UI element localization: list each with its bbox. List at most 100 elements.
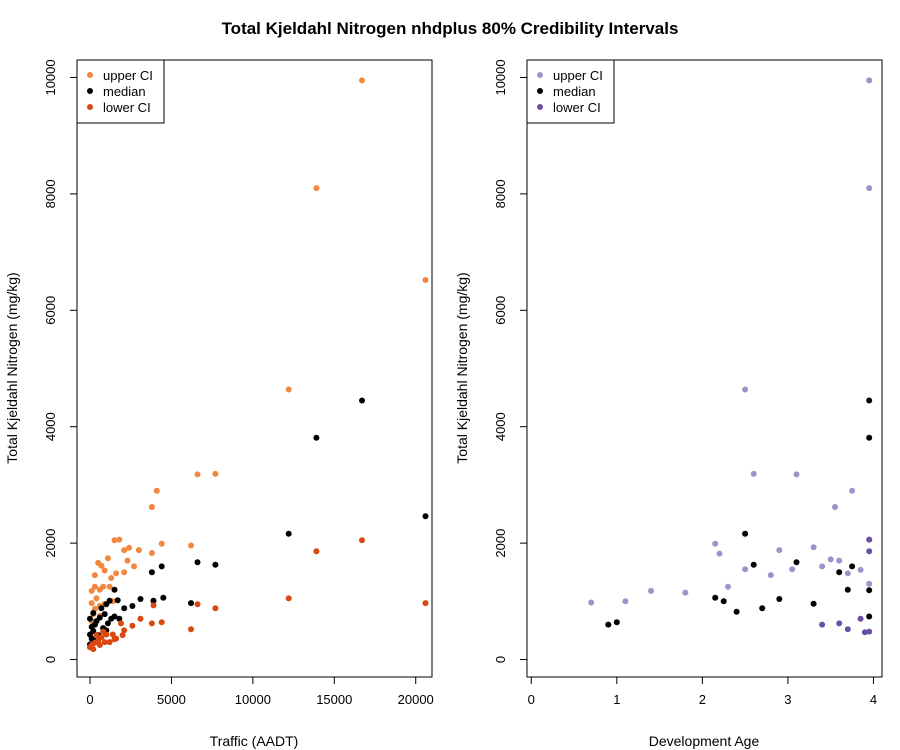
y-ticks: 0 2000 4000 6000 8000 10000 bbox=[43, 59, 77, 663]
point-upper-ci bbox=[104, 555, 111, 562]
point-lower-ci bbox=[129, 622, 136, 629]
legend-marker-median bbox=[537, 88, 543, 94]
x-tick-label: 5000 bbox=[157, 692, 186, 707]
point-median bbox=[866, 434, 873, 441]
legend-marker-upper bbox=[537, 72, 543, 78]
point-upper-ci bbox=[742, 386, 749, 393]
point-upper-ci bbox=[101, 567, 108, 574]
point-median bbox=[866, 587, 873, 594]
point-median bbox=[836, 569, 843, 576]
point-lower-ci bbox=[212, 605, 219, 612]
point-upper-ci bbox=[725, 583, 731, 590]
point-upper-ci bbox=[767, 572, 774, 579]
x-tick-label: 2 bbox=[699, 692, 706, 707]
y-ticks: 0 2000 4000 6000 8000 10000 bbox=[493, 59, 527, 663]
point-lower-ci bbox=[188, 626, 194, 633]
point-lower-ci bbox=[819, 621, 826, 628]
point-lower-ci bbox=[118, 620, 124, 627]
point-layer bbox=[588, 77, 873, 636]
point-upper-ci bbox=[113, 570, 120, 577]
right-panel: 0 1 2 3 4 0 2000 4000 6000 8000 10000 Development… bbox=[454, 59, 883, 749]
point-upper-ci bbox=[93, 595, 100, 602]
x-ticks: 0 5000 10000 15000 20000 bbox=[86, 677, 434, 707]
point-upper-ci bbox=[212, 470, 219, 477]
plot-frame bbox=[76, 59, 433, 678]
point-median bbox=[285, 530, 292, 537]
y-tick-label: 6000 bbox=[493, 296, 508, 325]
point-upper-ci bbox=[866, 580, 873, 587]
point-upper-ci bbox=[188, 542, 194, 549]
point-upper-ci bbox=[819, 563, 826, 570]
point-median bbox=[98, 605, 105, 612]
legend-label-median: median bbox=[553, 84, 596, 99]
point-lower-ci bbox=[137, 615, 144, 622]
y-tick-label: 0 bbox=[493, 656, 508, 663]
legend-label-upper: upper CI bbox=[103, 68, 153, 83]
point-median bbox=[793, 559, 800, 566]
point-upper-ci bbox=[648, 587, 654, 594]
x-tick-label: 20000 bbox=[398, 692, 434, 707]
point-lower-ci bbox=[359, 537, 365, 544]
point-upper-ci bbox=[88, 587, 95, 594]
y-tick-label: 2000 bbox=[493, 529, 508, 558]
point-median bbox=[87, 615, 93, 622]
point-lower-ci bbox=[100, 628, 107, 635]
point-upper-ci bbox=[158, 540, 165, 547]
point-lower-ci bbox=[158, 619, 165, 626]
point-lower-ci bbox=[866, 536, 873, 543]
point-lower-ci bbox=[313, 548, 320, 555]
point-upper-ci bbox=[108, 575, 115, 581]
point-upper-ci bbox=[849, 487, 856, 494]
point-upper-ci bbox=[91, 572, 98, 579]
point-median bbox=[759, 605, 766, 612]
point-upper-ci bbox=[789, 566, 796, 573]
point-lower-ci bbox=[194, 601, 201, 608]
point-upper-ci bbox=[88, 600, 95, 607]
point-upper-ci bbox=[827, 556, 834, 563]
point-upper-ci bbox=[832, 504, 838, 510]
point-median bbox=[844, 586, 851, 593]
point-upper-ci bbox=[588, 599, 595, 606]
point-upper-ci bbox=[793, 471, 800, 478]
point-lower-ci bbox=[111, 636, 118, 643]
point-lower-ci bbox=[422, 600, 429, 607]
point-lower-ci bbox=[866, 548, 873, 555]
x-tick-label: 0 bbox=[86, 692, 93, 707]
point-lower-ci bbox=[109, 631, 116, 638]
point-lower-ci bbox=[93, 632, 100, 639]
point-upper-ci bbox=[836, 557, 843, 564]
x-tick-label: 10000 bbox=[235, 692, 271, 707]
point-median bbox=[605, 621, 612, 628]
legend-marker-lower bbox=[87, 104, 93, 110]
legend-marker-median bbox=[87, 88, 93, 94]
point-lower-ci bbox=[285, 595, 292, 602]
point-median bbox=[104, 620, 111, 627]
y-tick-label: 10000 bbox=[493, 59, 508, 95]
point-median bbox=[810, 600, 817, 607]
point-upper-ci bbox=[148, 550, 155, 556]
point-median bbox=[148, 569, 155, 576]
point-upper-ci bbox=[153, 487, 160, 494]
point-median bbox=[121, 605, 128, 612]
point-upper-ci bbox=[313, 185, 320, 192]
point-upper-ci bbox=[422, 277, 429, 283]
point-median bbox=[359, 397, 365, 404]
point-median bbox=[313, 434, 320, 441]
point-median bbox=[129, 603, 136, 609]
point-upper-ci bbox=[116, 536, 123, 543]
point-median bbox=[137, 596, 144, 602]
x-tick-label: 15000 bbox=[316, 692, 352, 707]
legend-label-median: median bbox=[103, 84, 146, 99]
x-axis-label: Development Age bbox=[649, 733, 760, 749]
point-median bbox=[160, 594, 167, 601]
point-upper-ci bbox=[742, 566, 749, 573]
point-lower-ci bbox=[861, 629, 868, 636]
point-upper-ci bbox=[111, 537, 118, 544]
point-upper-ci bbox=[106, 583, 113, 590]
legend: upper CI median lower CI bbox=[526, 59, 615, 124]
point-median bbox=[733, 608, 740, 615]
point-upper-ci bbox=[126, 544, 133, 551]
point-median bbox=[114, 597, 121, 604]
point-upper-ci bbox=[866, 185, 873, 192]
